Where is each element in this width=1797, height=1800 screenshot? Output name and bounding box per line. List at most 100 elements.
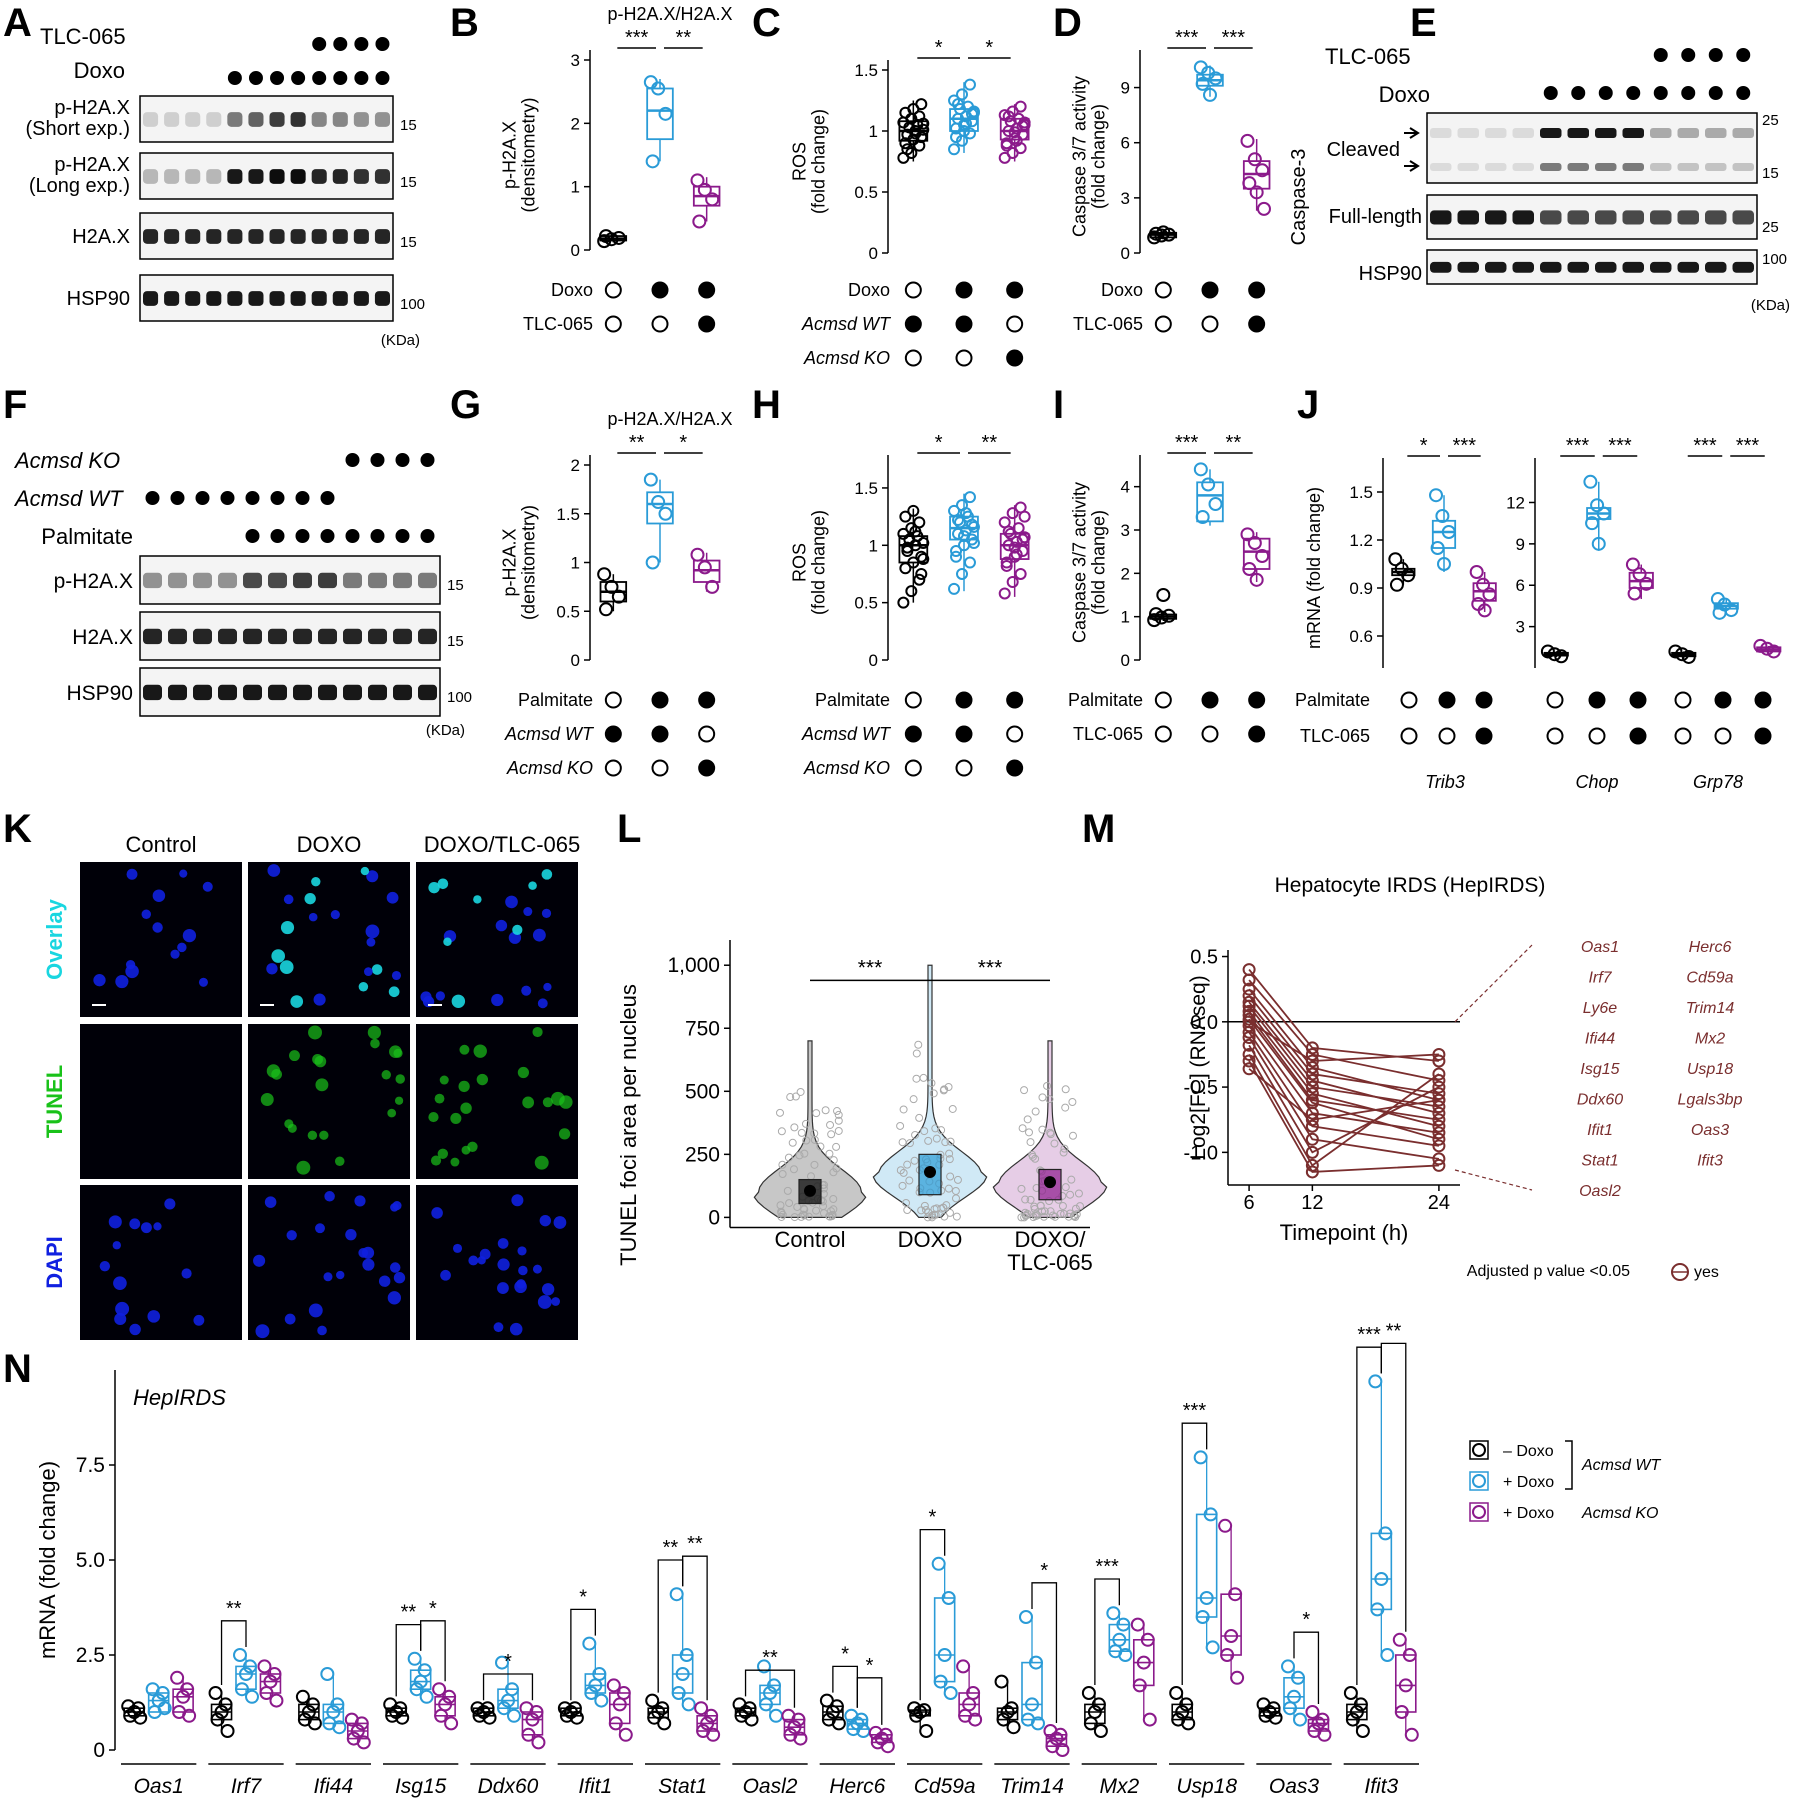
data-point: [233, 1648, 247, 1662]
data-point: [176, 1689, 191, 1704]
data-point: [927, 1079, 936, 1088]
blot-band: [1540, 261, 1562, 273]
series-line: [1248, 1031, 1440, 1147]
data-point: [606, 1678, 621, 1693]
nucleus: [532, 1264, 542, 1274]
legend-box: [1469, 1502, 1489, 1522]
data-point: [899, 1168, 908, 1177]
blot-band: [1595, 210, 1617, 225]
data-point: [1345, 1712, 1360, 1727]
y-tick-label: 0: [93, 1739, 105, 1762]
nucleus: [334, 1156, 345, 1166]
doxo-dot: [1571, 86, 1586, 100]
data-point: [1305, 1113, 1319, 1127]
blot-band: [248, 291, 264, 306]
gene-label: Usp18: [1687, 1061, 1733, 1078]
data-point: [812, 1109, 821, 1118]
data-point: [1255, 163, 1270, 178]
data-point: [1432, 1126, 1446, 1140]
data-point: [155, 1686, 170, 1700]
data-point: [791, 1712, 806, 1727]
nucleus: [164, 1198, 176, 1210]
data-point: [1018, 116, 1031, 129]
blot-frame: [139, 212, 394, 260]
blot-band: [332, 112, 348, 127]
data-point: [913, 139, 926, 152]
data-point: [1106, 1606, 1121, 1621]
blot-band: [143, 169, 159, 184]
y-tick-label: 7.5: [76, 1454, 105, 1477]
data-point: [643, 75, 658, 90]
data-point: [959, 507, 972, 520]
data-point: [1547, 647, 1562, 662]
data-point: [939, 1086, 948, 1095]
wt-dot: [220, 491, 235, 505]
nucleus: [147, 1310, 161, 1323]
data-point: [833, 1107, 842, 1116]
blot-f: [139, 555, 441, 605]
ko-dot: [345, 453, 360, 467]
blot-e-cleaved: [1426, 112, 1758, 184]
legend-bracket: [1565, 1440, 1573, 1490]
data-point: [897, 527, 910, 540]
data-point: [658, 506, 673, 521]
data-point: [1039, 1212, 1048, 1221]
data-point: [1000, 1705, 1015, 1719]
data-point: [182, 1708, 197, 1723]
arrow-icon: [1404, 127, 1420, 139]
significance-label: ***: [1566, 435, 1590, 457]
data-point: [180, 1682, 195, 1697]
data-point: [1071, 1204, 1080, 1213]
data-point: [1091, 1697, 1106, 1712]
data-point: [1142, 1712, 1157, 1727]
violin-body: [872, 964, 988, 1218]
doxo-dot: [1626, 86, 1641, 100]
data-point: [896, 1166, 905, 1175]
significance-bracket: [1293, 1631, 1320, 1704]
y-tick-label: 4: [1121, 478, 1130, 497]
band-label: HSP90: [67, 288, 130, 310]
row-header: TUNEL: [42, 1065, 67, 1138]
blot-band: [143, 572, 162, 589]
data-point: [1675, 647, 1690, 662]
doxo-dot: [333, 71, 348, 85]
data-point: [776, 1201, 785, 1210]
data-point: [832, 1142, 841, 1151]
data-point: [210, 1712, 225, 1727]
blot-band: [164, 291, 180, 306]
data-point: [259, 1686, 274, 1700]
box: [933, 1597, 956, 1683]
blot-band: [269, 291, 285, 306]
blot-band: [293, 572, 312, 589]
data-point: [1067, 1175, 1076, 1184]
box: [759, 1684, 781, 1706]
blot-band: [353, 169, 369, 184]
data-point: [1061, 1085, 1070, 1094]
data-point: [793, 1202, 802, 1211]
data-point: [1038, 1125, 1047, 1134]
wt-dot: [195, 491, 210, 505]
doxo-dot: [291, 71, 306, 85]
data-point: [1195, 76, 1210, 91]
doxo-dot: [1598, 86, 1613, 100]
data-point: [1625, 557, 1640, 572]
blot-band: [1567, 163, 1589, 171]
data-point: [651, 81, 666, 96]
data-point: [931, 1124, 940, 1133]
y-axis-label: Caspase 3/7 activity(fold change): [1070, 76, 1109, 237]
gene-label: Oas3: [1269, 1775, 1320, 1798]
blot-band: [1677, 163, 1699, 171]
data-point: [1482, 587, 1497, 602]
column-header: Control: [126, 832, 197, 857]
data-point: [903, 1160, 912, 1169]
nucleus: [177, 942, 187, 953]
data-point: [1281, 1659, 1295, 1674]
nucleus: [473, 895, 482, 904]
data-point: [1093, 1724, 1108, 1738]
nucleus: [280, 920, 295, 935]
blot-band: [293, 684, 312, 701]
data-point: [952, 1194, 961, 1203]
condition-dot: [904, 759, 922, 777]
data-point: [1398, 1678, 1413, 1693]
nucleus: [437, 1148, 449, 1159]
